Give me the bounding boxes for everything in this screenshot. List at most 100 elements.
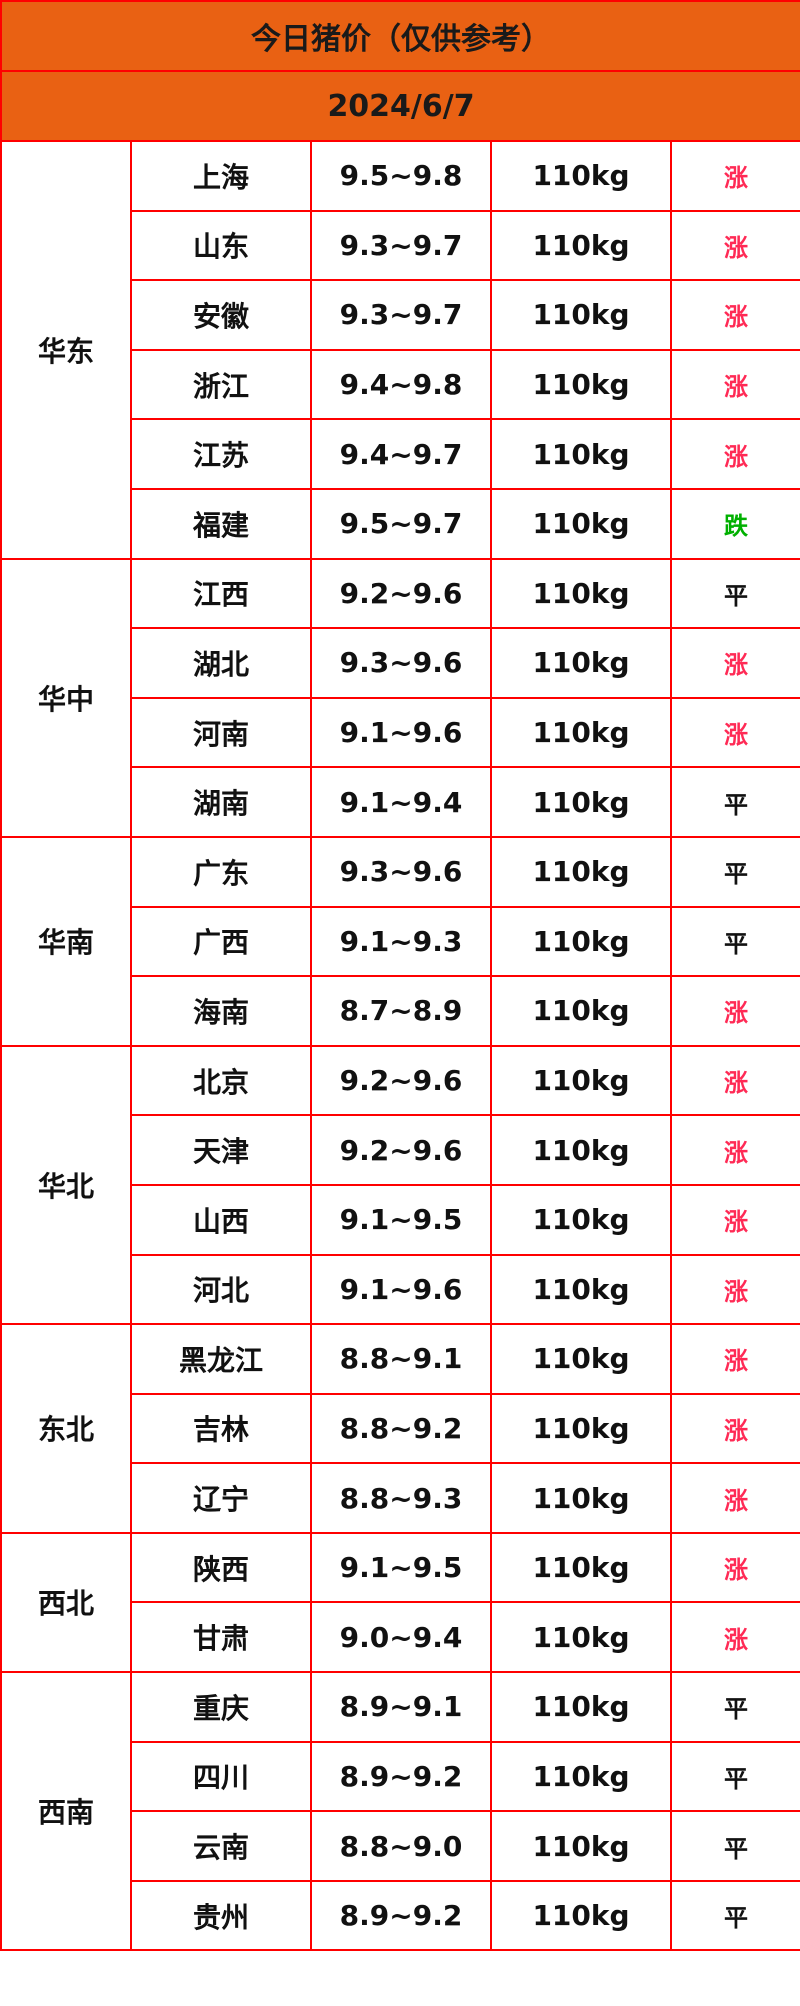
province-cell: 广西 bbox=[130, 905, 312, 978]
weight-cell: 110kg bbox=[490, 1114, 672, 1186]
region-cell: 华南 bbox=[0, 835, 132, 1047]
trend-cell: 涨 bbox=[669, 1531, 800, 1604]
province-cell: 北京 bbox=[130, 1044, 312, 1117]
table-row: 甘肃 9.0~9.4 110kg 涨 bbox=[1, 1601, 800, 1674]
province-cell: 辽宁 bbox=[130, 1462, 312, 1534]
table-row: 浙江 9.4~9.8 110kg 涨 bbox=[1, 348, 800, 421]
trend-cell: 涨 bbox=[669, 975, 800, 1047]
trend-cell: 平 bbox=[669, 835, 800, 908]
price-cell: 9.1~9.6 bbox=[310, 1253, 492, 1326]
province-cell: 湖北 bbox=[130, 627, 312, 699]
price-cell: 9.1~9.5 bbox=[310, 1531, 492, 1604]
table-row: 江苏 9.4~9.7 110kg 涨 bbox=[1, 418, 800, 490]
date-row: 2024/6/7 bbox=[0, 70, 800, 142]
trend-cell: 平 bbox=[669, 1879, 800, 1952]
price-cell: 9.1~9.5 bbox=[310, 1183, 492, 1256]
table-date: 2024/6/7 bbox=[0, 70, 800, 142]
province-cell: 广东 bbox=[130, 835, 312, 908]
table-row: 湖北 9.3~9.6 110kg 涨 bbox=[1, 627, 800, 699]
weight-cell: 110kg bbox=[490, 1671, 672, 1743]
province-cell: 安徽 bbox=[130, 279, 312, 351]
price-cell: 9.3~9.7 bbox=[310, 279, 492, 351]
weight-cell: 110kg bbox=[490, 1044, 672, 1117]
trend-cell: 涨 bbox=[669, 627, 800, 699]
price-cell: 9.4~9.8 bbox=[310, 348, 492, 421]
weight-cell: 110kg bbox=[490, 975, 672, 1047]
price-cell: 9.5~9.8 bbox=[310, 140, 492, 212]
price-cell: 8.7~8.9 bbox=[310, 975, 492, 1047]
table-row: 吉林 8.8~9.2 110kg 涨 bbox=[1, 1392, 800, 1465]
table-row: 云南 8.8~9.0 110kg 平 bbox=[1, 1810, 800, 1882]
price-cell: 8.8~9.1 bbox=[310, 1323, 492, 1395]
province-cell: 重庆 bbox=[130, 1671, 312, 1743]
trend-cell: 跌 bbox=[669, 487, 800, 560]
price-cell: 9.2~9.6 bbox=[310, 1044, 492, 1117]
price-cell: 9.1~9.4 bbox=[310, 766, 492, 838]
table-row: 海南 8.7~8.9 110kg 涨 bbox=[1, 975, 800, 1047]
price-cell: 9.4~9.7 bbox=[310, 418, 492, 490]
trend-cell: 平 bbox=[669, 557, 800, 630]
price-cell: 9.1~9.6 bbox=[310, 696, 492, 769]
table-row: 西北 陕西 9.1~9.5 110kg 涨 bbox=[0, 1531, 800, 1674]
price-cell: 9.2~9.6 bbox=[310, 1114, 492, 1186]
province-cell: 湖南 bbox=[130, 766, 312, 838]
table-row: 贵州 8.9~9.2 110kg 平 bbox=[1, 1879, 800, 1952]
trend-cell: 涨 bbox=[669, 279, 800, 351]
region-cell: 西北 bbox=[0, 1531, 132, 1674]
weight-cell: 110kg bbox=[490, 1323, 672, 1395]
table-row: 湖南 9.1~9.4 110kg 平 bbox=[1, 766, 800, 838]
table-row: 华东 上海 9.5~9.8 110kg 涨 bbox=[0, 140, 800, 560]
weight-cell: 110kg bbox=[490, 1462, 672, 1534]
trend-cell: 平 bbox=[669, 1671, 800, 1743]
weight-cell: 110kg bbox=[490, 1531, 672, 1604]
trend-cell: 涨 bbox=[669, 348, 800, 421]
price-cell: 9.0~9.4 bbox=[310, 1601, 492, 1674]
province-cell: 上海 bbox=[130, 140, 312, 212]
weight-cell: 110kg bbox=[490, 766, 672, 838]
province-cell: 江苏 bbox=[130, 418, 312, 490]
province-cell: 江西 bbox=[130, 557, 312, 630]
province-cell: 河南 bbox=[130, 696, 312, 769]
table-row: 华北 北京 9.2~9.6 110kg 涨 bbox=[0, 1044, 800, 1326]
pig-price-table: 今日猪价（仅供参考） 2024/6/7 华东 上海 9.5~9.8 110kg 涨山东 9… bbox=[0, 0, 800, 1952]
table-row: 辽宁 8.8~9.3 110kg 涨 bbox=[1, 1462, 800, 1534]
trend-cell: 涨 bbox=[669, 1183, 800, 1256]
table-row: 东北 黑龙江 8.8~9.1 110kg 涨 bbox=[0, 1323, 800, 1534]
trend-cell: 涨 bbox=[669, 140, 800, 212]
table-row: 天津 9.2~9.6 110kg 涨 bbox=[1, 1114, 800, 1186]
price-cell: 9.3~9.7 bbox=[310, 209, 492, 282]
price-cell: 8.9~9.2 bbox=[310, 1879, 492, 1952]
region-cell: 华东 bbox=[0, 140, 132, 560]
weight-cell: 110kg bbox=[490, 627, 672, 699]
price-cell: 8.8~9.0 bbox=[310, 1810, 492, 1882]
weight-cell: 110kg bbox=[490, 418, 672, 490]
province-cell: 甘肃 bbox=[130, 1601, 312, 1674]
table-row: 四川 8.9~9.2 110kg 平 bbox=[1, 1740, 800, 1813]
province-cell: 山东 bbox=[130, 209, 312, 282]
weight-cell: 110kg bbox=[490, 1740, 672, 1813]
weight-cell: 110kg bbox=[490, 835, 672, 908]
price-cell: 8.8~9.3 bbox=[310, 1462, 492, 1534]
price-cell: 8.9~9.2 bbox=[310, 1740, 492, 1813]
province-cell: 四川 bbox=[130, 1740, 312, 1813]
trend-cell: 平 bbox=[669, 1740, 800, 1813]
price-cell: 9.2~9.6 bbox=[310, 557, 492, 630]
trend-cell: 涨 bbox=[669, 418, 800, 490]
table-row: 华南 广东 9.3~9.6 110kg 平 bbox=[0, 835, 800, 1047]
weight-cell: 110kg bbox=[490, 140, 672, 212]
trend-cell: 涨 bbox=[669, 1392, 800, 1465]
table-row: 河南 9.1~9.6 110kg 涨 bbox=[1, 696, 800, 769]
province-cell: 黑龙江 bbox=[130, 1323, 312, 1395]
weight-cell: 110kg bbox=[490, 209, 672, 282]
weight-cell: 110kg bbox=[490, 1253, 672, 1326]
province-cell: 河北 bbox=[130, 1253, 312, 1326]
weight-cell: 110kg bbox=[490, 348, 672, 421]
weight-cell: 110kg bbox=[490, 1879, 672, 1952]
trend-cell: 平 bbox=[669, 1810, 800, 1882]
trend-cell: 涨 bbox=[669, 1601, 800, 1674]
table-row: 华中 江西 9.2~9.6 110kg 平 bbox=[0, 557, 800, 838]
trend-cell: 平 bbox=[669, 766, 800, 838]
province-cell: 天津 bbox=[130, 1114, 312, 1186]
price-cell: 8.9~9.1 bbox=[310, 1671, 492, 1743]
weight-cell: 110kg bbox=[490, 1183, 672, 1256]
